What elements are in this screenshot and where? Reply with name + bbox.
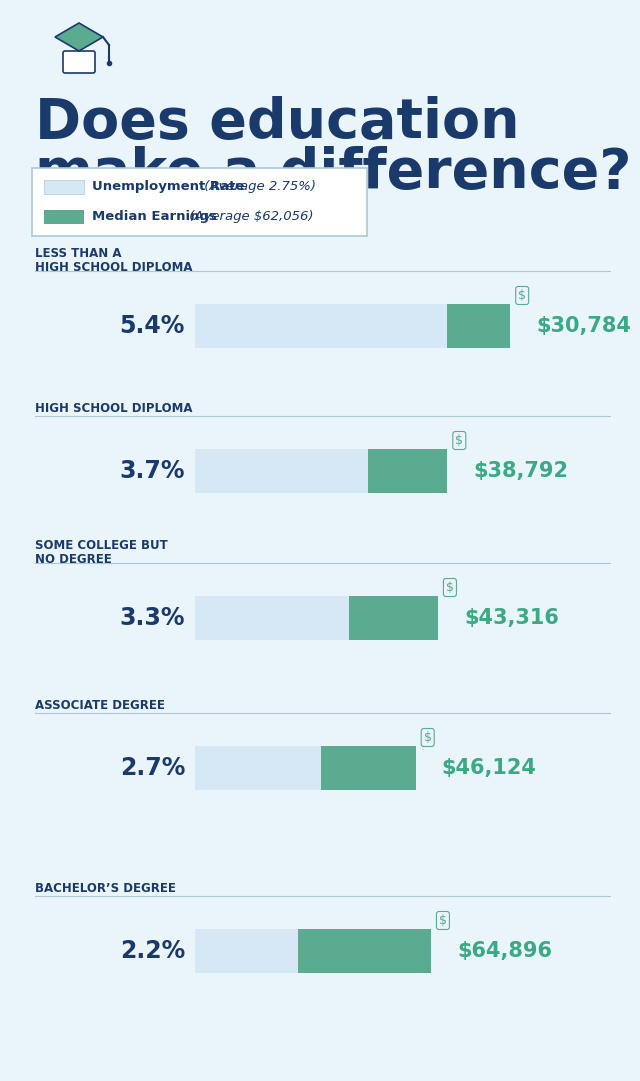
Text: make a difference?: make a difference? [35,146,632,200]
Bar [349,596,438,640]
Text: $43,316: $43,316 [464,608,559,628]
Bar [44,210,84,224]
Text: 2.2%: 2.2% [120,939,185,963]
Text: 5.4%: 5.4% [120,313,185,338]
Text: $: $ [439,915,447,927]
Text: Does education: Does education [35,96,520,150]
Text: $: $ [424,731,432,744]
Bar [195,304,447,348]
Text: 3.3%: 3.3% [120,606,185,630]
Text: 2.7%: 2.7% [120,756,185,780]
Bar [195,449,367,493]
FancyBboxPatch shape [32,168,367,236]
Text: (Average 2.75%): (Average 2.75%) [200,181,316,193]
Text: $46,124: $46,124 [442,758,536,778]
Bar [367,449,447,493]
Bar [321,746,416,790]
Bar [195,746,321,790]
Text: $: $ [455,433,463,448]
Text: SOME COLLEGE BUT: SOME COLLEGE BUT [35,539,168,552]
Text: LESS THAN A: LESS THAN A [35,246,122,261]
Text: $64,896: $64,896 [457,940,552,961]
Bar [44,181,84,193]
FancyBboxPatch shape [63,51,95,74]
Text: NO DEGREE: NO DEGREE [35,553,112,566]
Bar [447,304,510,348]
Text: Median Earnings: Median Earnings [92,210,217,223]
Text: BACHELOR’S DEGREE: BACHELOR’S DEGREE [35,882,176,895]
Text: $: $ [518,289,526,302]
Polygon shape [55,23,103,51]
Text: $38,792: $38,792 [474,461,568,481]
Text: Unemployment Rate: Unemployment Rate [92,181,244,193]
Text: $30,784: $30,784 [536,316,631,336]
Text: $: $ [446,580,454,593]
Text: ASSOCIATE DEGREE: ASSOCIATE DEGREE [35,699,165,712]
Text: (Average $62,056): (Average $62,056) [185,210,314,223]
Bar [298,929,431,973]
Text: HIGH SCHOOL DIPLOMA: HIGH SCHOOL DIPLOMA [35,402,193,415]
Bar [195,596,349,640]
Text: HIGH SCHOOL DIPLOMA: HIGH SCHOOL DIPLOMA [35,261,193,273]
Bar [195,929,298,973]
Text: 3.7%: 3.7% [120,459,185,483]
